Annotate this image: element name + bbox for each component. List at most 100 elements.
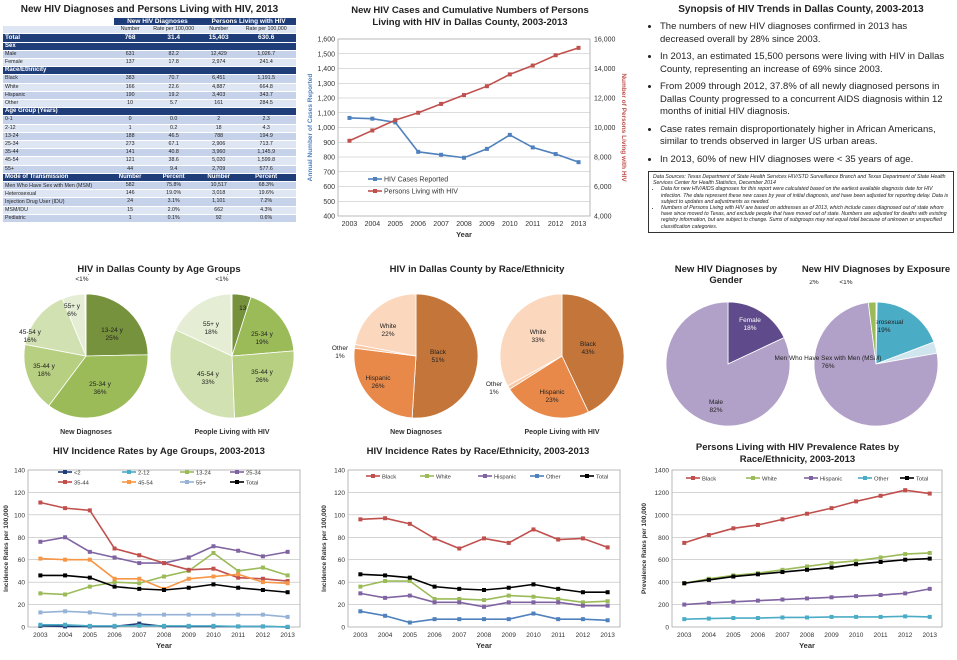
pie-caption: New Diagnoses (390, 429, 442, 436)
legend-label: Total (596, 474, 608, 480)
data-point (186, 576, 191, 581)
data-point (63, 557, 68, 562)
y-tick-label: 20 (18, 602, 26, 609)
cases-cumulative-chart: New HIV Cases and Cumulative Numbers of … (307, 5, 627, 239)
pie-slice (231, 296, 295, 357)
table-cell: 67.1 (146, 140, 202, 150)
legend-marker (63, 480, 67, 484)
y2-axis-label: Number of Persons Living with HIV (620, 73, 627, 182)
table-cell: 68.3% (236, 181, 296, 191)
y-tick-label: 1200 (655, 490, 670, 497)
data-point (407, 593, 412, 598)
data-point (805, 615, 809, 620)
y-tick-label: 900 (323, 140, 335, 147)
data-point (457, 617, 462, 622)
legend-marker (809, 476, 813, 480)
data-point (211, 566, 216, 571)
data-point (236, 548, 241, 553)
table-total-cell: 768 (113, 33, 147, 43)
legend-label: 35-44 (74, 480, 90, 486)
table-row-label: Black (3, 74, 114, 84)
data-point (805, 567, 809, 572)
table-row: 55+ 44 9.4 2,709 577.6 (3, 165, 296, 174)
data-point (903, 557, 908, 562)
x-tick-label: 2008 (456, 221, 472, 228)
table-total-row: Total 768 31.4 15,403 630.6 (3, 33, 296, 43)
synopsis-title: Synopsis of HIV Trends in Dallas County,… (678, 4, 924, 15)
x-tick-label: 2007 (452, 632, 467, 639)
data-point (927, 491, 932, 496)
data-point (407, 575, 412, 580)
x-tick-label: 2004 (378, 632, 393, 639)
data-point (531, 527, 536, 532)
y-tick-label: 1,600 (317, 37, 335, 44)
y-axis-label: Incidence Rates per 100,000 (321, 505, 328, 592)
data-point (605, 590, 610, 595)
legend-label: 25-34 (246, 470, 262, 476)
data-point (285, 549, 290, 554)
data-point (162, 612, 166, 617)
table-cell: 273 (113, 140, 147, 150)
chart-title: HIV Incidence Rates by Age Groups, 2003-… (53, 446, 265, 457)
data-point (285, 573, 290, 578)
data-point (285, 581, 290, 586)
table-cell: 1,145.9 (236, 148, 296, 158)
pie-slice-pct: 23% (545, 397, 558, 404)
x-axis-label: Year (476, 641, 492, 650)
y-tick-label: 120 (334, 490, 345, 497)
data-point (38, 556, 43, 561)
y2-tick-label: 10,000 (594, 125, 616, 132)
data-point (211, 612, 216, 617)
pie-slice-label: 35-44 y (251, 369, 273, 376)
data-point (780, 517, 785, 522)
data-point (556, 586, 561, 591)
data-point (87, 584, 92, 589)
y-tick-label: 140 (334, 468, 345, 475)
x-tick-label: 2004 (58, 632, 73, 639)
data-point (878, 593, 883, 598)
x-tick-label: 2007 (433, 221, 449, 228)
x-tick-label: 2004 (365, 221, 381, 228)
data-point (605, 599, 610, 604)
pie-slice (411, 293, 479, 419)
y2-tick-label: 6,000 (594, 184, 612, 191)
x-tick-label: 2005 (387, 221, 403, 228)
age-pies: 13-24 y25%25-34 y36%35-44 y18%45-54 y16%… (19, 274, 295, 436)
table-row: Men Who Have Sex with Men (MSM) 582 75.8% 1… (3, 181, 296, 191)
legend-label: HIV Cases Reported (384, 176, 448, 183)
y-tick-label: 400 (658, 580, 669, 587)
y-tick-label: 800 (658, 535, 669, 542)
legend-label: 2-12 (138, 470, 150, 476)
table-row-label: Male (3, 50, 114, 60)
y-tick-label: 80 (18, 535, 26, 542)
table-row: 2-12 1 0.2 18 4.3 (3, 124, 296, 133)
x-tick-label: 2009 (181, 632, 196, 639)
y2-tick-label: 8,000 (594, 155, 612, 162)
table-section-label: Age Group (Years) (3, 107, 296, 117)
table-cell: 10,517 (201, 181, 237, 191)
data-point (531, 600, 536, 605)
x-tick-label: 2010 (206, 632, 221, 639)
table-column-header: Number (113, 25, 147, 35)
data-point (706, 616, 711, 621)
x-tick-label: 2007 (775, 632, 790, 639)
data-point (112, 623, 117, 628)
data-point (38, 500, 43, 505)
x-axis-label: Year (156, 641, 172, 650)
y-tick-label: 600 (323, 184, 335, 191)
data-point (63, 573, 68, 578)
x-tick-label: 2009 (479, 221, 495, 228)
table-row-label: Other (3, 99, 114, 109)
data-point (605, 618, 610, 623)
pie-slice (85, 293, 149, 357)
pie-slice (353, 347, 417, 419)
table-section-label: Mode of Transmission (3, 173, 114, 183)
data-point (927, 556, 932, 561)
y-tick-label: 40 (338, 580, 346, 587)
data-point (285, 590, 290, 595)
table-cell: 343.7 (236, 91, 296, 101)
data-point (829, 565, 834, 570)
data-point (211, 574, 216, 579)
table-cell: 75.8% (146, 181, 202, 191)
data-point (482, 617, 486, 622)
